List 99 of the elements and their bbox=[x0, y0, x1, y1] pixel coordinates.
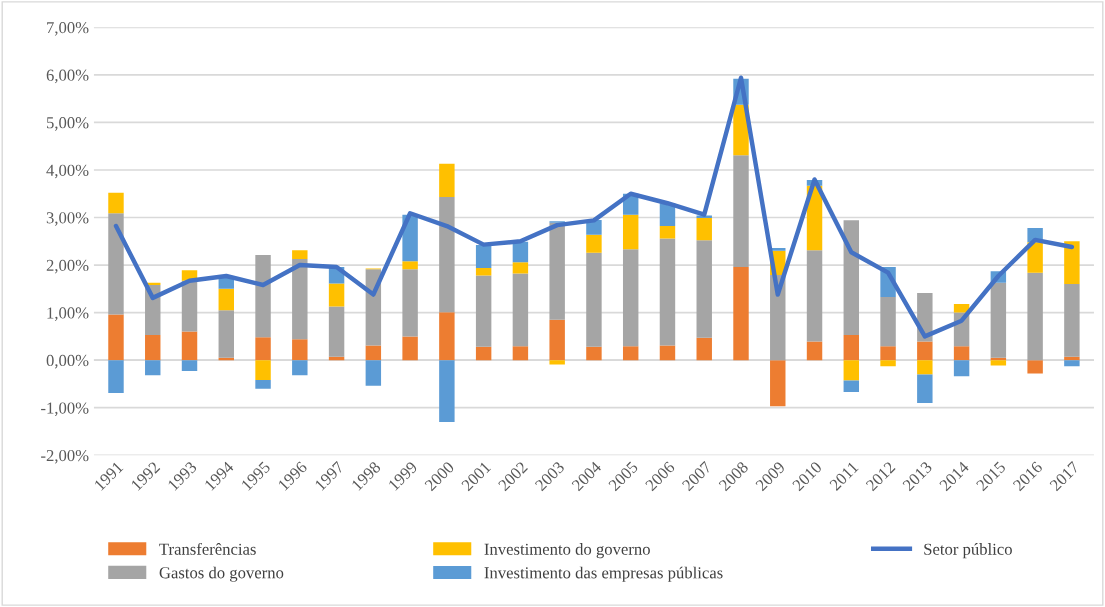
y-tick-label: 5,00% bbox=[46, 117, 89, 131]
bar bbox=[475, 267, 492, 276]
bar bbox=[475, 245, 492, 268]
bar bbox=[770, 360, 786, 407]
bar bbox=[512, 346, 529, 361]
bar bbox=[365, 345, 382, 361]
bar bbox=[108, 360, 124, 393]
bar bbox=[696, 337, 712, 361]
bar bbox=[586, 252, 602, 347]
bar bbox=[953, 346, 970, 361]
bar bbox=[549, 319, 565, 361]
bar bbox=[880, 360, 896, 367]
y-tick-label: 3,00% bbox=[46, 212, 89, 226]
bar bbox=[108, 314, 124, 361]
y-tick-label: -1,00% bbox=[41, 402, 89, 417]
bar bbox=[475, 346, 492, 361]
bar bbox=[659, 238, 676, 346]
bar bbox=[1027, 360, 1043, 374]
bar bbox=[218, 310, 234, 358]
bar bbox=[586, 234, 602, 253]
bar bbox=[806, 250, 823, 342]
bar bbox=[439, 163, 455, 198]
bar bbox=[255, 380, 271, 389]
bar bbox=[917, 341, 933, 361]
bar bbox=[843, 220, 860, 335]
bar bbox=[843, 334, 860, 361]
bar bbox=[512, 262, 529, 274]
bar bbox=[1064, 241, 1080, 285]
bar bbox=[439, 312, 455, 361]
bar bbox=[880, 346, 896, 361]
bar bbox=[181, 280, 198, 332]
bar bbox=[549, 360, 565, 365]
y-tick-label: 1,00% bbox=[47, 307, 89, 321]
bar bbox=[255, 360, 271, 381]
bar bbox=[145, 334, 161, 361]
bar bbox=[696, 240, 712, 338]
bar bbox=[1027, 242, 1043, 273]
bar bbox=[439, 197, 455, 313]
bar bbox=[255, 337, 271, 361]
bar bbox=[512, 241, 529, 263]
bar bbox=[292, 258, 308, 340]
bar bbox=[622, 346, 639, 361]
bar bbox=[402, 269, 418, 337]
bar bbox=[181, 360, 198, 372]
bar bbox=[475, 275, 492, 347]
bar bbox=[292, 360, 308, 376]
bar bbox=[1064, 284, 1080, 357]
y-tick-label: 7,00% bbox=[47, 22, 89, 36]
bar bbox=[733, 155, 749, 267]
bar bbox=[365, 360, 382, 386]
bar bbox=[659, 226, 676, 239]
bar bbox=[402, 336, 418, 361]
bar bbox=[292, 339, 308, 361]
bar bbox=[145, 360, 161, 376]
legend-label: Investimento das empresas públicas bbox=[484, 566, 723, 582]
bar bbox=[402, 261, 418, 270]
bar bbox=[512, 273, 529, 347]
x-tick-label: 2001 bbox=[460, 461, 492, 492]
bar bbox=[659, 345, 676, 361]
bar bbox=[292, 250, 308, 259]
bar bbox=[622, 249, 639, 347]
bar bbox=[880, 296, 896, 347]
bar bbox=[990, 360, 1007, 366]
legend-label: Setor público bbox=[924, 543, 1012, 559]
bar bbox=[806, 341, 823, 361]
line-series bbox=[113, 75, 1075, 339]
x-tick-label: 2011 bbox=[829, 461, 859, 492]
bar bbox=[439, 360, 455, 422]
bar bbox=[953, 360, 970, 377]
bar bbox=[549, 222, 565, 320]
y-tick-label: 2,00% bbox=[46, 259, 89, 274]
x-tick-label: 1991 bbox=[93, 461, 124, 491]
y-tick-label: 0,00% bbox=[46, 354, 89, 369]
bar bbox=[1064, 360, 1080, 367]
bar bbox=[328, 306, 345, 357]
bar bbox=[218, 288, 234, 311]
bar bbox=[108, 192, 124, 214]
legend-label: Gastos do governo bbox=[159, 566, 284, 582]
bar bbox=[1027, 272, 1043, 361]
y-tick-label: -2,00% bbox=[41, 449, 89, 464]
legend-label: Transferências bbox=[159, 542, 256, 555]
bar bbox=[586, 346, 602, 361]
bar bbox=[696, 217, 712, 241]
bar bbox=[917, 374, 933, 403]
y-tick-label: 4,00% bbox=[46, 164, 89, 179]
bar bbox=[622, 214, 639, 250]
bar bbox=[843, 360, 860, 381]
y-tick-label: 6,00% bbox=[46, 69, 89, 84]
bar bbox=[328, 283, 345, 307]
bar bbox=[255, 255, 271, 338]
bar bbox=[1064, 356, 1080, 361]
bar bbox=[917, 360, 933, 375]
bar bbox=[108, 213, 124, 315]
bar bbox=[181, 331, 198, 361]
legend-label: Investimento do governo bbox=[484, 543, 650, 559]
bar bbox=[843, 380, 860, 393]
bar bbox=[733, 266, 749, 361]
bar bbox=[953, 304, 970, 313]
bar bbox=[990, 282, 1007, 358]
